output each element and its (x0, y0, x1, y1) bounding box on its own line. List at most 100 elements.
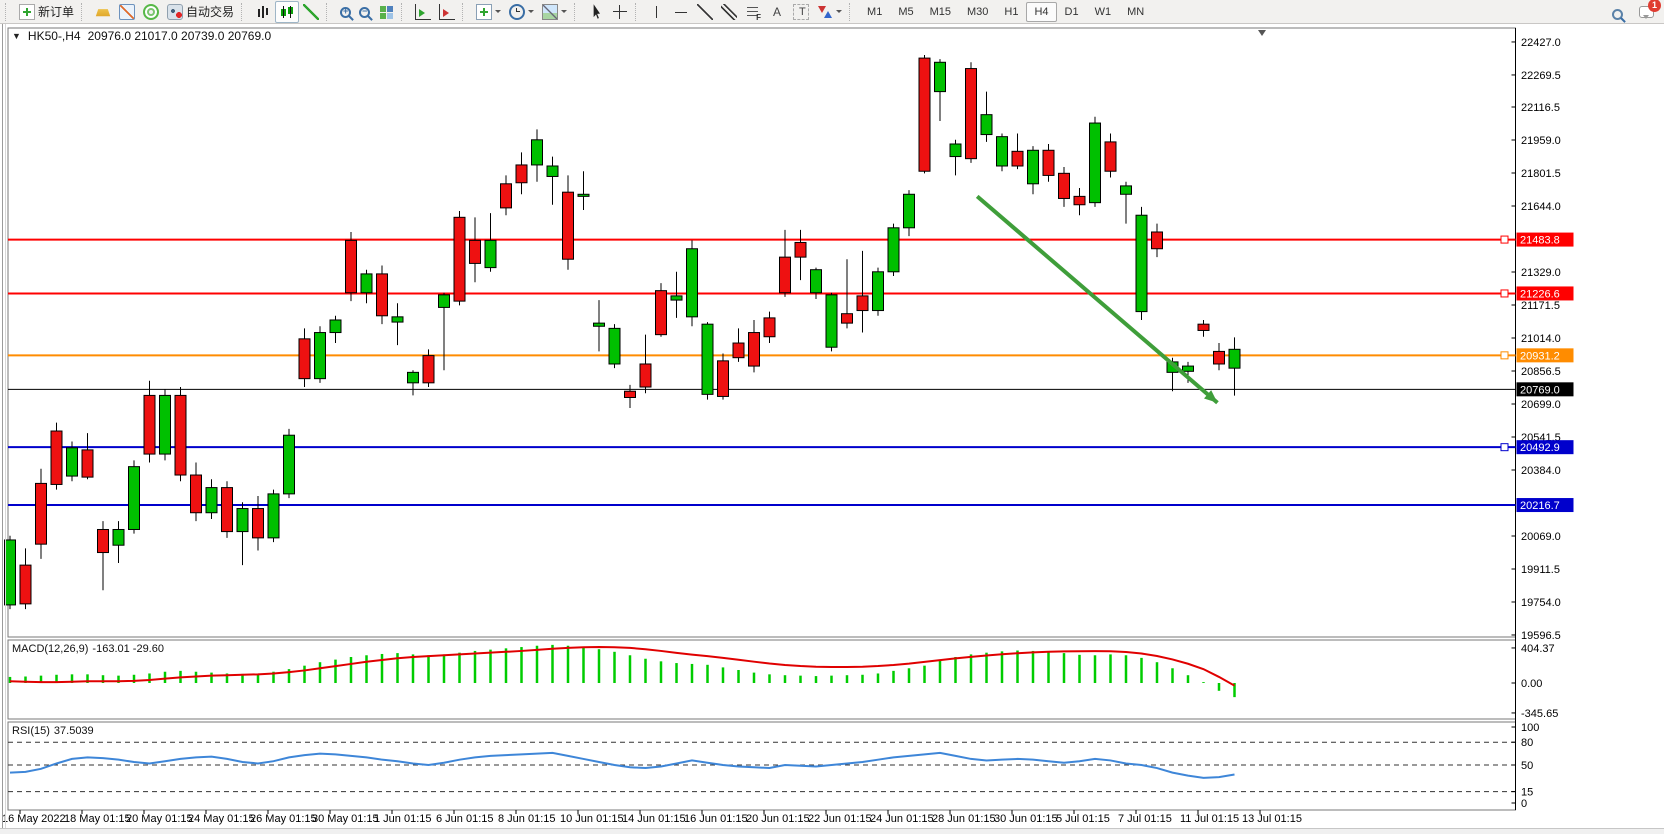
horizontal-line-button[interactable] (669, 1, 693, 23)
candle[interactable] (159, 389, 171, 461)
tile-windows-button[interactable] (374, 1, 398, 23)
timeframe-m30[interactable]: M30 (967, 5, 989, 18)
auto-scroll-button[interactable] (411, 1, 435, 23)
candle[interactable] (934, 59, 946, 121)
candle[interactable] (748, 319, 760, 373)
candle[interactable] (717, 353, 729, 400)
channel-button[interactable] (717, 1, 741, 23)
candle[interactable] (376, 265, 388, 325)
candle[interactable] (856, 250, 869, 333)
candle[interactable] (965, 62, 977, 163)
candle[interactable] (484, 213, 497, 272)
candle[interactable] (422, 349, 435, 388)
candle[interactable] (639, 334, 652, 394)
text-button[interactable] (765, 1, 789, 23)
timeframe-h4[interactable]: H4 (1026, 1, 1057, 22)
candle[interactable] (887, 223, 900, 276)
candle[interactable] (996, 133, 1008, 172)
candle[interactable] (980, 91, 993, 142)
candle[interactable] (655, 283, 667, 337)
candle[interactable] (624, 384, 636, 408)
chart-dropdown-icon[interactable]: ▼ (12, 31, 21, 41)
candle[interactable] (66, 441, 78, 482)
candle[interactable] (1027, 146, 1039, 195)
candle[interactable] (1135, 206, 1148, 320)
timeframe-mn[interactable]: MN (1127, 5, 1145, 18)
candle[interactable] (345, 231, 357, 302)
bar-chart-button[interactable] (251, 1, 275, 23)
candle[interactable] (438, 292, 450, 371)
level-marker[interactable] (1500, 289, 1509, 298)
chevron-down-icon[interactable] (528, 10, 535, 16)
fibonacci-button[interactable] (741, 1, 765, 23)
candle[interactable] (236, 502, 249, 566)
new-order-button[interactable]: 新订单 (15, 0, 78, 23)
candle[interactable] (205, 479, 218, 520)
candle[interactable] (298, 328, 311, 388)
candle[interactable] (670, 271, 683, 318)
candle[interactable] (469, 217, 481, 283)
candle[interactable] (949, 139, 962, 176)
candle[interactable] (500, 175, 512, 216)
candle[interactable] (1151, 223, 1163, 258)
signals-icon-button[interactable] (139, 1, 163, 23)
candle[interactable] (841, 259, 853, 329)
candle[interactable] (531, 129, 543, 182)
notifications-button[interactable]: 1 (1639, 0, 1661, 23)
candle[interactable] (593, 300, 605, 352)
candle[interactable] (35, 468, 47, 559)
candle[interactable] (577, 171, 590, 210)
chart-shift-marker[interactable] (1258, 30, 1266, 36)
candle[interactable] (50, 422, 63, 490)
trendline-button[interactable] (693, 1, 717, 23)
timeframe-d1[interactable]: D1 (1064, 5, 1079, 18)
level-marker[interactable] (1500, 235, 1509, 244)
rsi-panel[interactable] (7, 721, 1516, 811)
candle[interactable] (81, 433, 94, 480)
chart-shift-button[interactable] (435, 1, 459, 23)
crosshair-button[interactable] (608, 1, 632, 23)
zoom-out-button[interactable] (355, 2, 374, 21)
timeframe-h1[interactable]: H1 (1004, 5, 1019, 18)
periods-button[interactable] (505, 1, 538, 23)
candle[interactable] (779, 229, 791, 297)
candle[interactable] (453, 211, 466, 306)
timeframe-m15[interactable]: M15 (929, 5, 951, 18)
candle[interactable] (314, 326, 326, 383)
candle[interactable] (360, 269, 373, 304)
candle[interactable] (1104, 133, 1117, 178)
candle[interactable] (1058, 167, 1070, 207)
candle[interactable] (1120, 181, 1132, 224)
candle[interactable] (1197, 319, 1210, 337)
search-icon[interactable] (1612, 8, 1623, 20)
candle[interactable] (4, 535, 16, 610)
chevron-down-icon[interactable] (561, 10, 568, 16)
candle[interactable] (1011, 133, 1024, 170)
shapes-button[interactable] (813, 1, 846, 23)
candle[interactable] (562, 175, 574, 270)
candle[interactable] (810, 267, 822, 300)
candle[interactable] (112, 521, 125, 564)
indicators-button[interactable] (472, 1, 505, 23)
level-marker[interactable] (1500, 443, 1509, 452)
cursor-button[interactable] (584, 1, 608, 23)
macd-panel[interactable] (7, 639, 1516, 720)
candle[interactable] (97, 521, 109, 591)
candle[interactable] (903, 190, 915, 237)
candle[interactable] (391, 303, 404, 346)
candle[interactable] (732, 328, 745, 362)
trend-arrow[interactable] (975, 194, 1219, 405)
candle[interactable] (825, 292, 838, 352)
candle[interactable] (546, 156, 559, 205)
vertical-line-button[interactable] (645, 1, 669, 23)
candle[interactable] (267, 489, 280, 543)
candle[interactable] (283, 428, 295, 499)
candle[interactable] (143, 380, 156, 463)
candle[interactable] (794, 229, 807, 281)
candle[interactable] (128, 460, 140, 534)
candle[interactable] (1228, 337, 1241, 396)
main-panel[interactable] (7, 27, 1516, 638)
